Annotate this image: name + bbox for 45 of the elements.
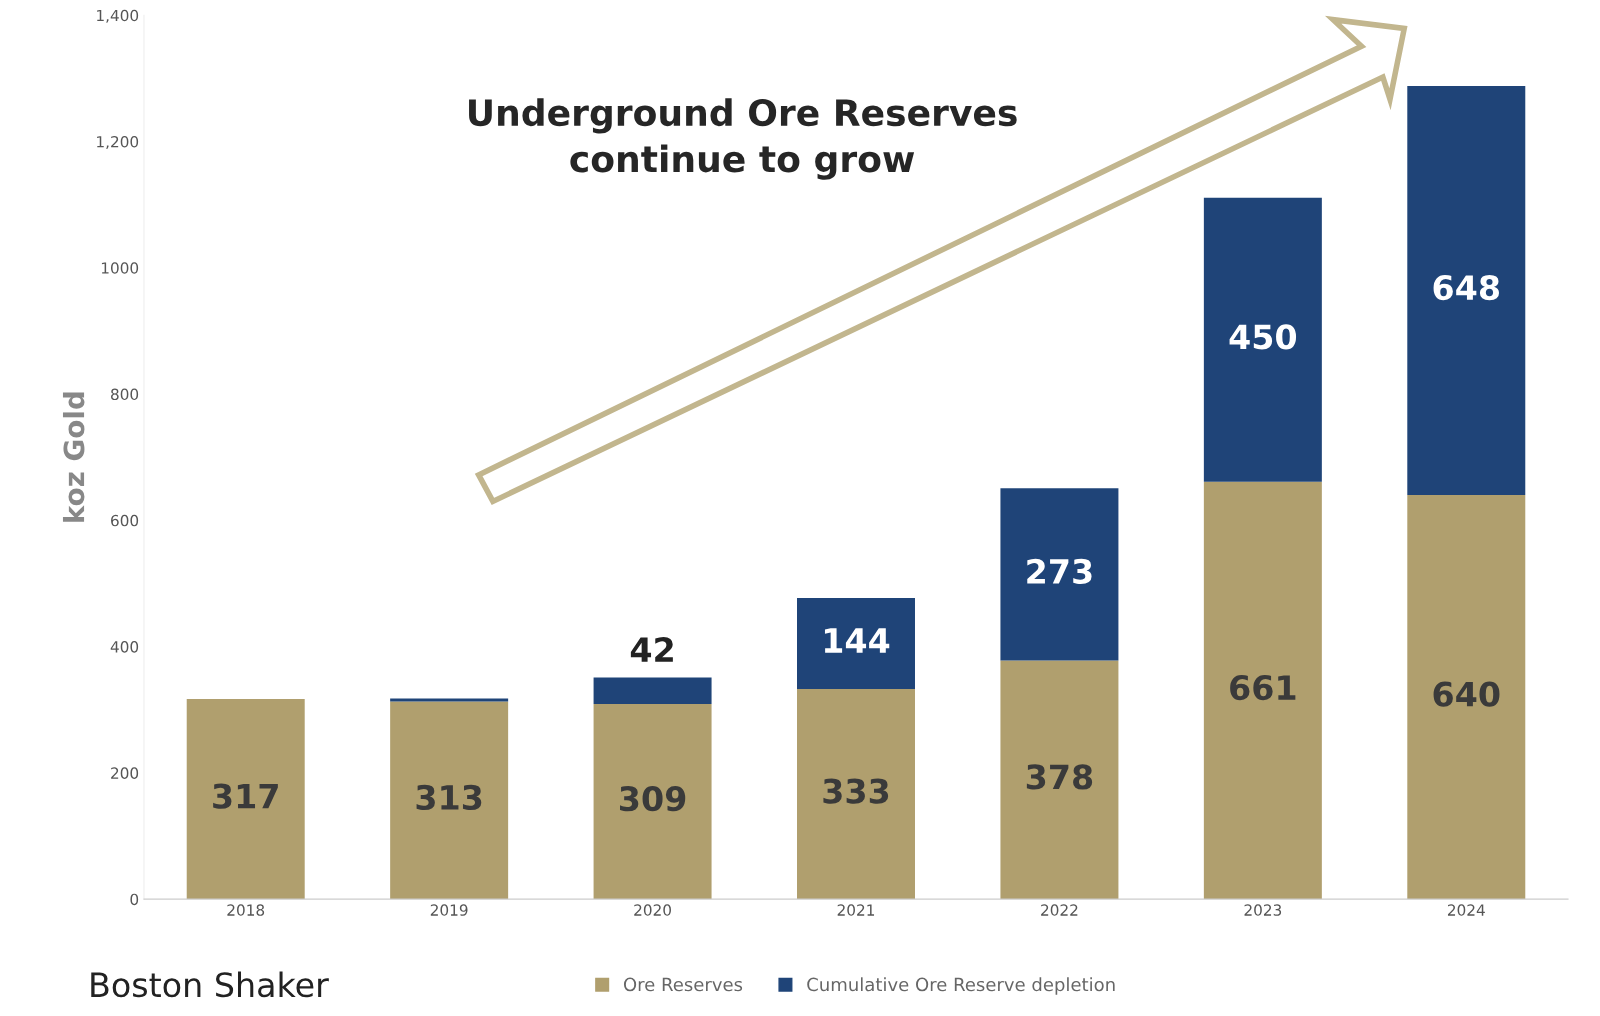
text: Boston Shaker — [91, 971, 329, 998]
bar — [1000, 488, 1119, 661]
data-label: 661 — [1230, 674, 1296, 701]
data-label: 273 — [1027, 558, 1092, 584]
x-tick-label: 2022 — [1041, 904, 1078, 916]
y-tick-label: 1000 — [101, 262, 139, 274]
data-label: 144 — [824, 628, 890, 653]
data-label: 42 — [630, 637, 673, 662]
bar — [797, 598, 915, 689]
data-label: 309 — [620, 786, 686, 812]
bar — [593, 704, 712, 900]
bar — [1000, 660, 1119, 900]
data-label: 378 — [1026, 764, 1093, 790]
x-tick-label: 2021 — [837, 904, 875, 916]
x-tick-label: 2019 — [430, 904, 468, 916]
y-tick-label: 600 — [111, 514, 139, 527]
legend-label: Ore Reserves — [623, 977, 743, 992]
data-label: 313 — [416, 784, 482, 811]
bar — [186, 699, 305, 900]
data-label: 640 — [1433, 681, 1500, 707]
data-label: 648 — [1433, 274, 1500, 301]
bar — [1203, 481, 1322, 900]
bar — [390, 698, 509, 702]
y-tick-label: 200 — [111, 767, 139, 779]
y-tick-label: 0 — [130, 893, 139, 906]
y-tick-label: 800 — [111, 388, 139, 401]
data-label: 333 — [823, 778, 889, 804]
y-axis-title: koz Gold — [62, 392, 85, 522]
x-tick-label: 2020 — [634, 904, 671, 916]
bar — [797, 688, 915, 900]
data-label: 450 — [1229, 324, 1297, 350]
bar — [1407, 495, 1526, 900]
y-tick-label: 1,400 — [97, 9, 139, 23]
x-tick-label: 2023 — [1244, 904, 1282, 916]
bar — [1203, 197, 1322, 482]
bar — [390, 701, 509, 900]
bar — [593, 677, 712, 705]
x-tick-label: 2024 — [1447, 904, 1485, 916]
y-tick-label: 400 — [110, 641, 139, 653]
x-tick-label: 2018 — [227, 904, 265, 916]
bar — [1407, 85, 1526, 496]
y-tick-label: 1,200 — [97, 135, 139, 150]
legend-label: Cumulative Ore Reserve depletion — [807, 977, 1115, 995]
annotation: Underground Ore Reserves continue to grow — [469, 98, 1017, 180]
data-label: 317 — [213, 783, 278, 809]
